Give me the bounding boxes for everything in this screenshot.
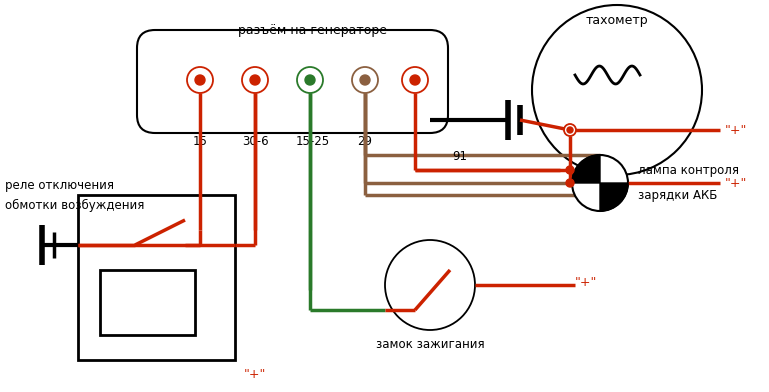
- Circle shape: [352, 67, 378, 93]
- Text: "+": "+": [725, 176, 747, 189]
- Text: 91: 91: [452, 150, 468, 163]
- Polygon shape: [572, 155, 600, 183]
- Circle shape: [567, 127, 573, 133]
- Bar: [100, 270, 195, 335]
- Circle shape: [402, 67, 428, 93]
- Text: 15-25: 15-25: [296, 135, 330, 148]
- Circle shape: [532, 5, 702, 175]
- Text: "+": "+": [725, 123, 747, 136]
- Circle shape: [250, 75, 260, 85]
- Circle shape: [385, 240, 475, 330]
- Text: обмотки возбуждения: обмотки возбуждения: [5, 198, 145, 212]
- Circle shape: [572, 155, 628, 211]
- Text: тахометр: тахометр: [586, 13, 648, 27]
- Circle shape: [305, 75, 315, 85]
- Circle shape: [187, 67, 213, 93]
- Circle shape: [566, 166, 574, 174]
- Text: лампа контроля: лампа контроля: [638, 163, 739, 176]
- Polygon shape: [600, 183, 628, 211]
- Circle shape: [360, 75, 370, 85]
- Text: разъём на генераторе: разъём на генераторе: [238, 24, 387, 36]
- Circle shape: [297, 67, 323, 93]
- Circle shape: [242, 67, 268, 93]
- Text: 30-6: 30-6: [241, 135, 268, 148]
- Text: зарядки АКБ: зарядки АКБ: [638, 189, 717, 201]
- Circle shape: [564, 124, 576, 136]
- Text: 29: 29: [358, 135, 372, 148]
- Text: "+": "+": [575, 276, 598, 290]
- Text: "+": "+": [244, 368, 266, 381]
- Text: реле отключения: реле отключения: [5, 178, 114, 192]
- Bar: [78, 195, 235, 360]
- Circle shape: [410, 75, 420, 85]
- Circle shape: [195, 75, 205, 85]
- Circle shape: [566, 179, 574, 187]
- Text: замок зажигания: замок зажигания: [376, 338, 484, 351]
- FancyBboxPatch shape: [137, 30, 448, 133]
- Text: 15: 15: [192, 135, 208, 148]
